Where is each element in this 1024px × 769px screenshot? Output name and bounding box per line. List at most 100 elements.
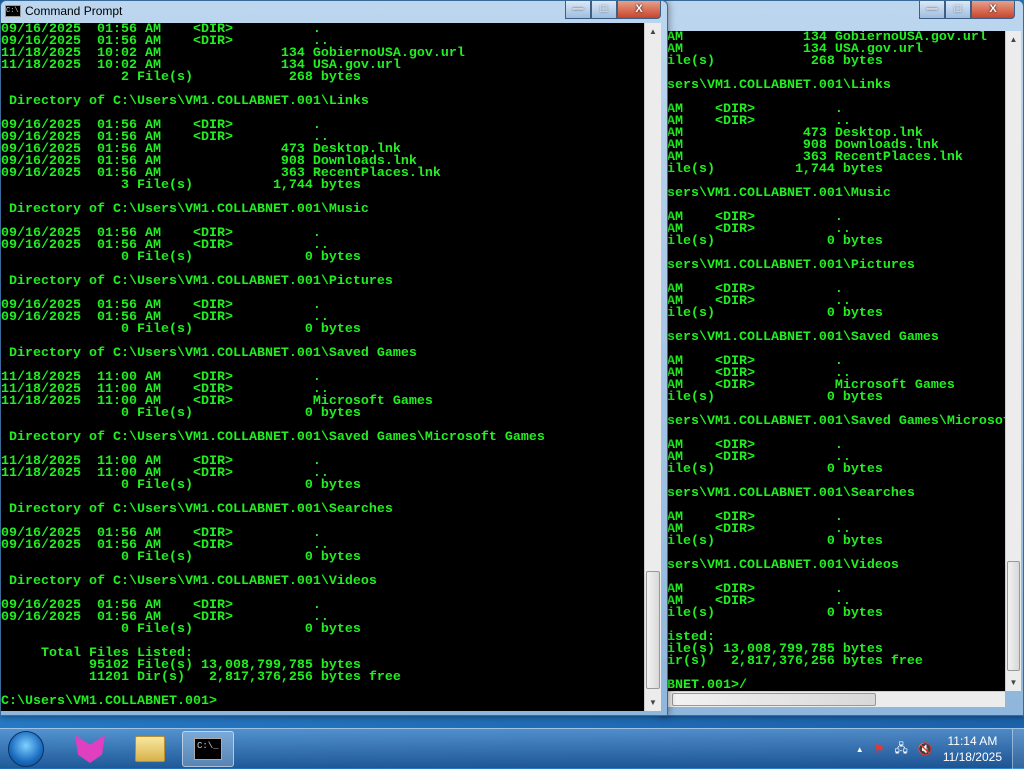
console-line: 09/16/2025 01:56 AM 473 Desktop.lnk: [1, 142, 401, 157]
vertical-scrollbar[interactable]: ▲ ▼: [1005, 31, 1021, 691]
maximize-button[interactable]: □: [591, 1, 617, 19]
console-line: 09/16/2025 01:56 AM <DIR> ..: [1, 538, 329, 553]
scroll-up-arrow-icon[interactable]: ▲: [649, 27, 657, 36]
console-line: 95102 File(s) 13,008,799,785 bytes: [667, 642, 883, 657]
console-line: 09/16/2025 01:56 AM 473 Desktop.lnk: [667, 126, 923, 141]
console-line: 09/16/2025 01:56 AM <DIR> ..: [667, 594, 851, 609]
console-line: 11/18/2025 11:00 AM <DIR> Microsoft Game…: [667, 378, 955, 393]
console-line: 11/18/2025 10:02 AM 134 USA.gov.url: [1, 58, 401, 73]
console-line: 09/16/2025 01:56 AM <DIR> ..: [1, 610, 329, 625]
console-line: 09/16/2025 01:56 AM <DIR> ..: [1, 34, 329, 49]
console-line: 11/18/2025 10:02 AM 134 USA.gov.url: [667, 42, 923, 57]
console-line: Directory of C:\Users\VM1.COLLABNET.001\…: [667, 558, 899, 573]
clock[interactable]: 11:14 AM 11/18/2025: [943, 733, 1002, 765]
vertical-scrollbar[interactable]: ▲ ▼: [644, 23, 661, 711]
console-line: 3 File(s) 1,744 bytes: [1, 178, 361, 193]
console-line: 0 File(s) 0 bytes: [1, 550, 361, 565]
scroll-down-arrow-icon[interactable]: ▼: [649, 698, 657, 707]
console-prompt-line: C:\Users\VM1.COLLABNET.001>/: [667, 678, 747, 691]
console-line: 0 File(s) 0 bytes: [667, 534, 883, 549]
console-line: Directory of C:\Users\VM1.COLLABNET.001\…: [1, 502, 393, 517]
cmd-icon: C:\_: [194, 738, 222, 760]
console-line: 0 File(s) 0 bytes: [667, 606, 883, 621]
console-line: 09/16/2025 01:56 AM 908 Downloads.lnk: [1, 154, 417, 169]
console-line: 11/18/2025 10:02 AM 134 GobiernoUSA.gov.…: [667, 31, 987, 45]
show-desktop-button[interactable]: [1012, 729, 1024, 769]
console-line: Directory of C:\Users\VM1.COLLABNET.001\…: [1, 274, 393, 289]
console-line: 09/16/2025 01:56 AM <DIR> ..: [667, 222, 851, 237]
console-line: 09/16/2025 01:56 AM 363 RecentPlaces.lnk: [667, 150, 963, 165]
taskbar: C:\_ ▲ ⚑ 🖧 🔇 11:14 AM 11/18/2025: [0, 728, 1024, 769]
action-center-flag-icon[interactable]: ⚑: [873, 742, 885, 756]
minimize-button[interactable]: —: [565, 1, 591, 19]
scroll-thumb[interactable]: [646, 571, 660, 689]
console-line: 0 File(s) 0 bytes: [667, 306, 883, 321]
clock-date: 11/18/2025: [942, 750, 1002, 764]
close-button[interactable]: X: [617, 1, 661, 19]
console-line: 2 File(s) 268 bytes: [1, 70, 361, 85]
volume-muted-icon[interactable]: 🔇: [917, 742, 933, 756]
console-line: 0 File(s) 0 bytes: [1, 322, 361, 337]
horizontal-scroll-thumb[interactable]: [672, 693, 876, 706]
maximize-button[interactable]: □: [945, 1, 971, 19]
scroll-up-arrow-icon[interactable]: ▲: [1009, 35, 1018, 44]
console-line: 09/16/2025 01:56 AM <DIR> ..: [667, 522, 851, 537]
console-line: 09/16/2025 01:56 AM <DIR> .: [1, 526, 321, 541]
window-title: Command Prompt: [25, 4, 123, 18]
console-line: 09/16/2025 01:56 AM <DIR> .: [667, 510, 843, 525]
taskbar-command-prompt[interactable]: C:\_: [182, 731, 234, 767]
console-line: 09/16/2025 01:56 AM <DIR> .: [1, 118, 321, 133]
horizontal-scrollbar[interactable]: [667, 691, 1005, 707]
console-line: Directory of C:\Users\VM1.COLLABNET.001\…: [1, 430, 545, 445]
console-line: 09/16/2025 01:56 AM <DIR> .: [1, 23, 321, 37]
console-line: Directory of C:\Users\VM1.COLLABNET.001\…: [667, 78, 891, 93]
console-line: 0 File(s) 0 bytes: [667, 462, 883, 477]
console-line: Total Files Listed:: [1, 646, 193, 661]
console-line: 11/18/2025 11:00 AM <DIR> .: [667, 438, 843, 453]
console-text: 09/16/2025 01:56 AM <DIR> . 09/16/2025 01…: [1, 23, 545, 708]
console-line: 09/16/2025 01:56 AM <DIR> .: [667, 582, 843, 597]
console-line: 09/16/2025 01:56 AM <DIR> .: [1, 226, 321, 241]
console-output[interactable]: 11/18/2025 10:02 AM 134 GobiernoUSA.gov.…: [667, 31, 1005, 691]
folder-icon: [135, 736, 165, 762]
console-line: Directory of C:\Users\VM1.COLLABNET.001\…: [667, 258, 915, 273]
console-line: 09/16/2025 01:56 AM <DIR> .: [667, 282, 843, 297]
minimize-button[interactable]: —: [919, 1, 945, 19]
taskbar-file-explorer[interactable]: [124, 731, 176, 767]
console-line: [667, 620, 1005, 632]
network-icon[interactable]: 🖧: [894, 740, 908, 755]
console-line: Directory of C:\Users\VM1.COLLABNET.001\…: [667, 414, 1005, 429]
console-line: 11/18/2025 11:00 AM <DIR> ..: [667, 450, 851, 465]
back-command-prompt-window[interactable]: — □ X 11/18/2025 10:02 AM 134 GobiernoUS…: [660, 0, 1024, 716]
console-line: Directory of C:\Users\VM1.COLLABNET.001\…: [667, 486, 915, 501]
scroll-down-arrow-icon[interactable]: ▼: [1009, 678, 1018, 687]
console-line: 09/16/2025 01:56 AM 908 Downloads.lnk: [667, 138, 939, 153]
title-bar[interactable]: C:\ Command Prompt: [5, 4, 122, 18]
console-line: 3 File(s) 1,744 bytes: [667, 162, 883, 177]
console-line: 09/16/2025 01:56 AM <DIR> .: [1, 598, 321, 613]
console-line: Directory of C:\Users\VM1.COLLABNET.001\…: [667, 330, 939, 345]
console-line: 11/18/2025 10:02 AM 134 GobiernoUSA.gov.…: [1, 46, 465, 61]
command-prompt-window[interactable]: C:\ Command Prompt — □ X 09/16/2025 01:5…: [0, 0, 668, 716]
console-line: 11/18/2025 11:00 AM <DIR> .: [1, 370, 321, 385]
console-line: 0 File(s) 0 bytes: [1, 478, 361, 493]
console-line: 09/16/2025 01:56 AM <DIR> ..: [1, 310, 329, 325]
console-line: 11/18/2025 11:00 AM <DIR> Microsoft Game…: [1, 394, 433, 409]
windows-orb-icon[interactable]: [8, 731, 44, 767]
console-line: 09/16/2025 01:56 AM <DIR> ..: [1, 130, 329, 145]
console-line: 11201 Dir(s) 2,817,376,256 bytes free: [667, 654, 923, 669]
console-line: 11/18/2025 11:00 AM <DIR> .: [667, 354, 843, 369]
console-line: 09/16/2025 01:56 AM <DIR> ..: [667, 114, 851, 129]
console-line: Directory of C:\Users\VM1.COLLABNET.001\…: [1, 574, 377, 589]
console-line: 09/16/2025 01:56 AM <DIR> ..: [1, 238, 329, 253]
console-line: 09/16/2025 01:56 AM <DIR> ..: [667, 294, 851, 309]
scroll-thumb[interactable]: [1007, 561, 1020, 671]
console-output[interactable]: 09/16/2025 01:56 AM <DIR> . 09/16/2025 01…: [1, 23, 644, 711]
console-line: 09/16/2025 01:56 AM <DIR> .: [1, 298, 321, 313]
close-button[interactable]: X: [971, 1, 1015, 19]
clock-time: 11:14 AM: [947, 734, 998, 748]
pink-fox-icon: [75, 735, 105, 763]
show-hidden-icons-button[interactable]: ▲: [855, 744, 864, 754]
taskbar-fox-app[interactable]: [64, 731, 116, 767]
console-line: Total Files Listed:: [667, 630, 715, 645]
